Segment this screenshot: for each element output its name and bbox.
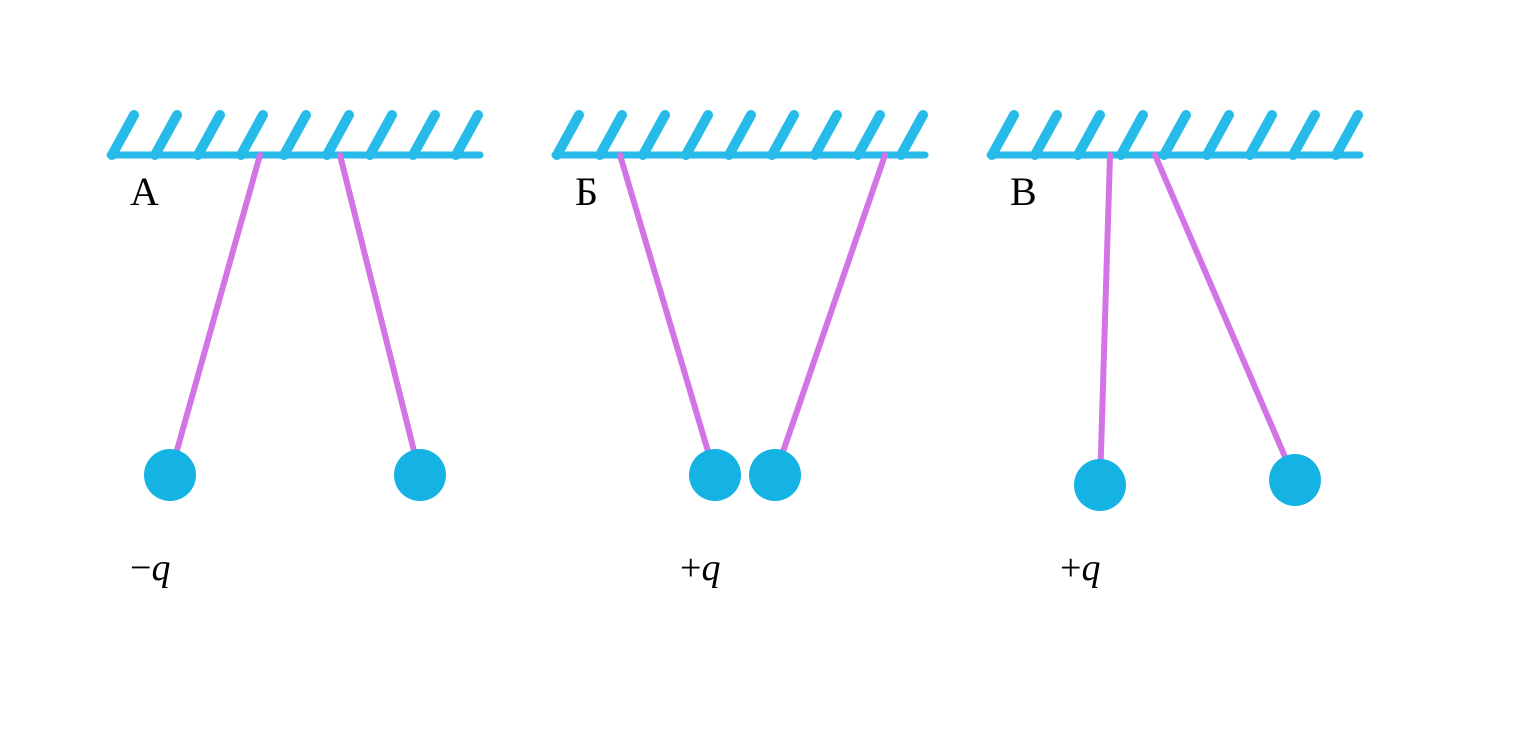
ceiling-hatch: [643, 115, 665, 155]
ceiling-hatch: [198, 115, 220, 155]
pendulum-string: [620, 155, 715, 475]
charge-var: q: [151, 547, 170, 589]
pendulum-string: [1155, 155, 1295, 480]
charge-sign: +: [1060, 547, 1081, 589]
charge-label: +q: [1060, 547, 1100, 589]
ceiling-hatch: [1035, 115, 1057, 155]
pendulum-ball: [749, 449, 801, 501]
ceiling-hatch: [112, 115, 134, 155]
ceiling-hatch: [456, 115, 478, 155]
ceiling-hatch: [284, 115, 306, 155]
ceiling-hatch: [1164, 115, 1186, 155]
ceiling-hatch: [1121, 115, 1143, 155]
ceiling-hatch: [1250, 115, 1272, 155]
pendulum-ball: [689, 449, 741, 501]
ceiling-hatch: [1293, 115, 1315, 155]
pendulum-string: [1100, 155, 1110, 485]
charge-label: −q: [130, 547, 170, 589]
pendulum-string: [340, 155, 420, 475]
pendulum-ball: [1269, 454, 1321, 506]
ceiling-hatch: [600, 115, 622, 155]
ceiling-hatch: [370, 115, 392, 155]
ceiling-hatch: [1336, 115, 1358, 155]
charge-label: +q: [680, 547, 720, 589]
pendulum-string: [775, 155, 885, 475]
ceiling-hatch: [557, 115, 579, 155]
ceiling-hatch: [992, 115, 1014, 155]
charge-sign: −: [130, 547, 151, 589]
ceiling-hatch: [413, 115, 435, 155]
ceiling-hatch: [686, 115, 708, 155]
pendulum-ball: [394, 449, 446, 501]
ceiling-hatch: [729, 115, 751, 155]
ceiling-hatch: [1207, 115, 1229, 155]
ceiling-hatch: [772, 115, 794, 155]
pendulum-ball: [1074, 459, 1126, 511]
ceiling-hatch: [858, 115, 880, 155]
physics-diagram: А−qБ+qВ+q: [0, 0, 1536, 729]
panel-V: В +q: [990, 115, 1360, 589]
ceiling-hatch: [327, 115, 349, 155]
panel-label: А: [130, 169, 159, 214]
ceiling-hatch: [901, 115, 923, 155]
pendulum-string: [170, 155, 260, 475]
panel-label: Б: [575, 169, 598, 214]
pendulum-ball: [144, 449, 196, 501]
ceiling-hatch: [241, 115, 263, 155]
ceiling-hatch: [815, 115, 837, 155]
charge-var: q: [1081, 547, 1100, 589]
charge-sign: +: [680, 547, 701, 589]
panel-label: В: [1010, 169, 1037, 214]
ceiling-hatch: [1078, 115, 1100, 155]
panel-A: А −q: [110, 115, 480, 589]
ceiling-hatch: [155, 115, 177, 155]
charge-var: q: [701, 547, 720, 589]
panel-B: Б +q: [555, 115, 925, 589]
